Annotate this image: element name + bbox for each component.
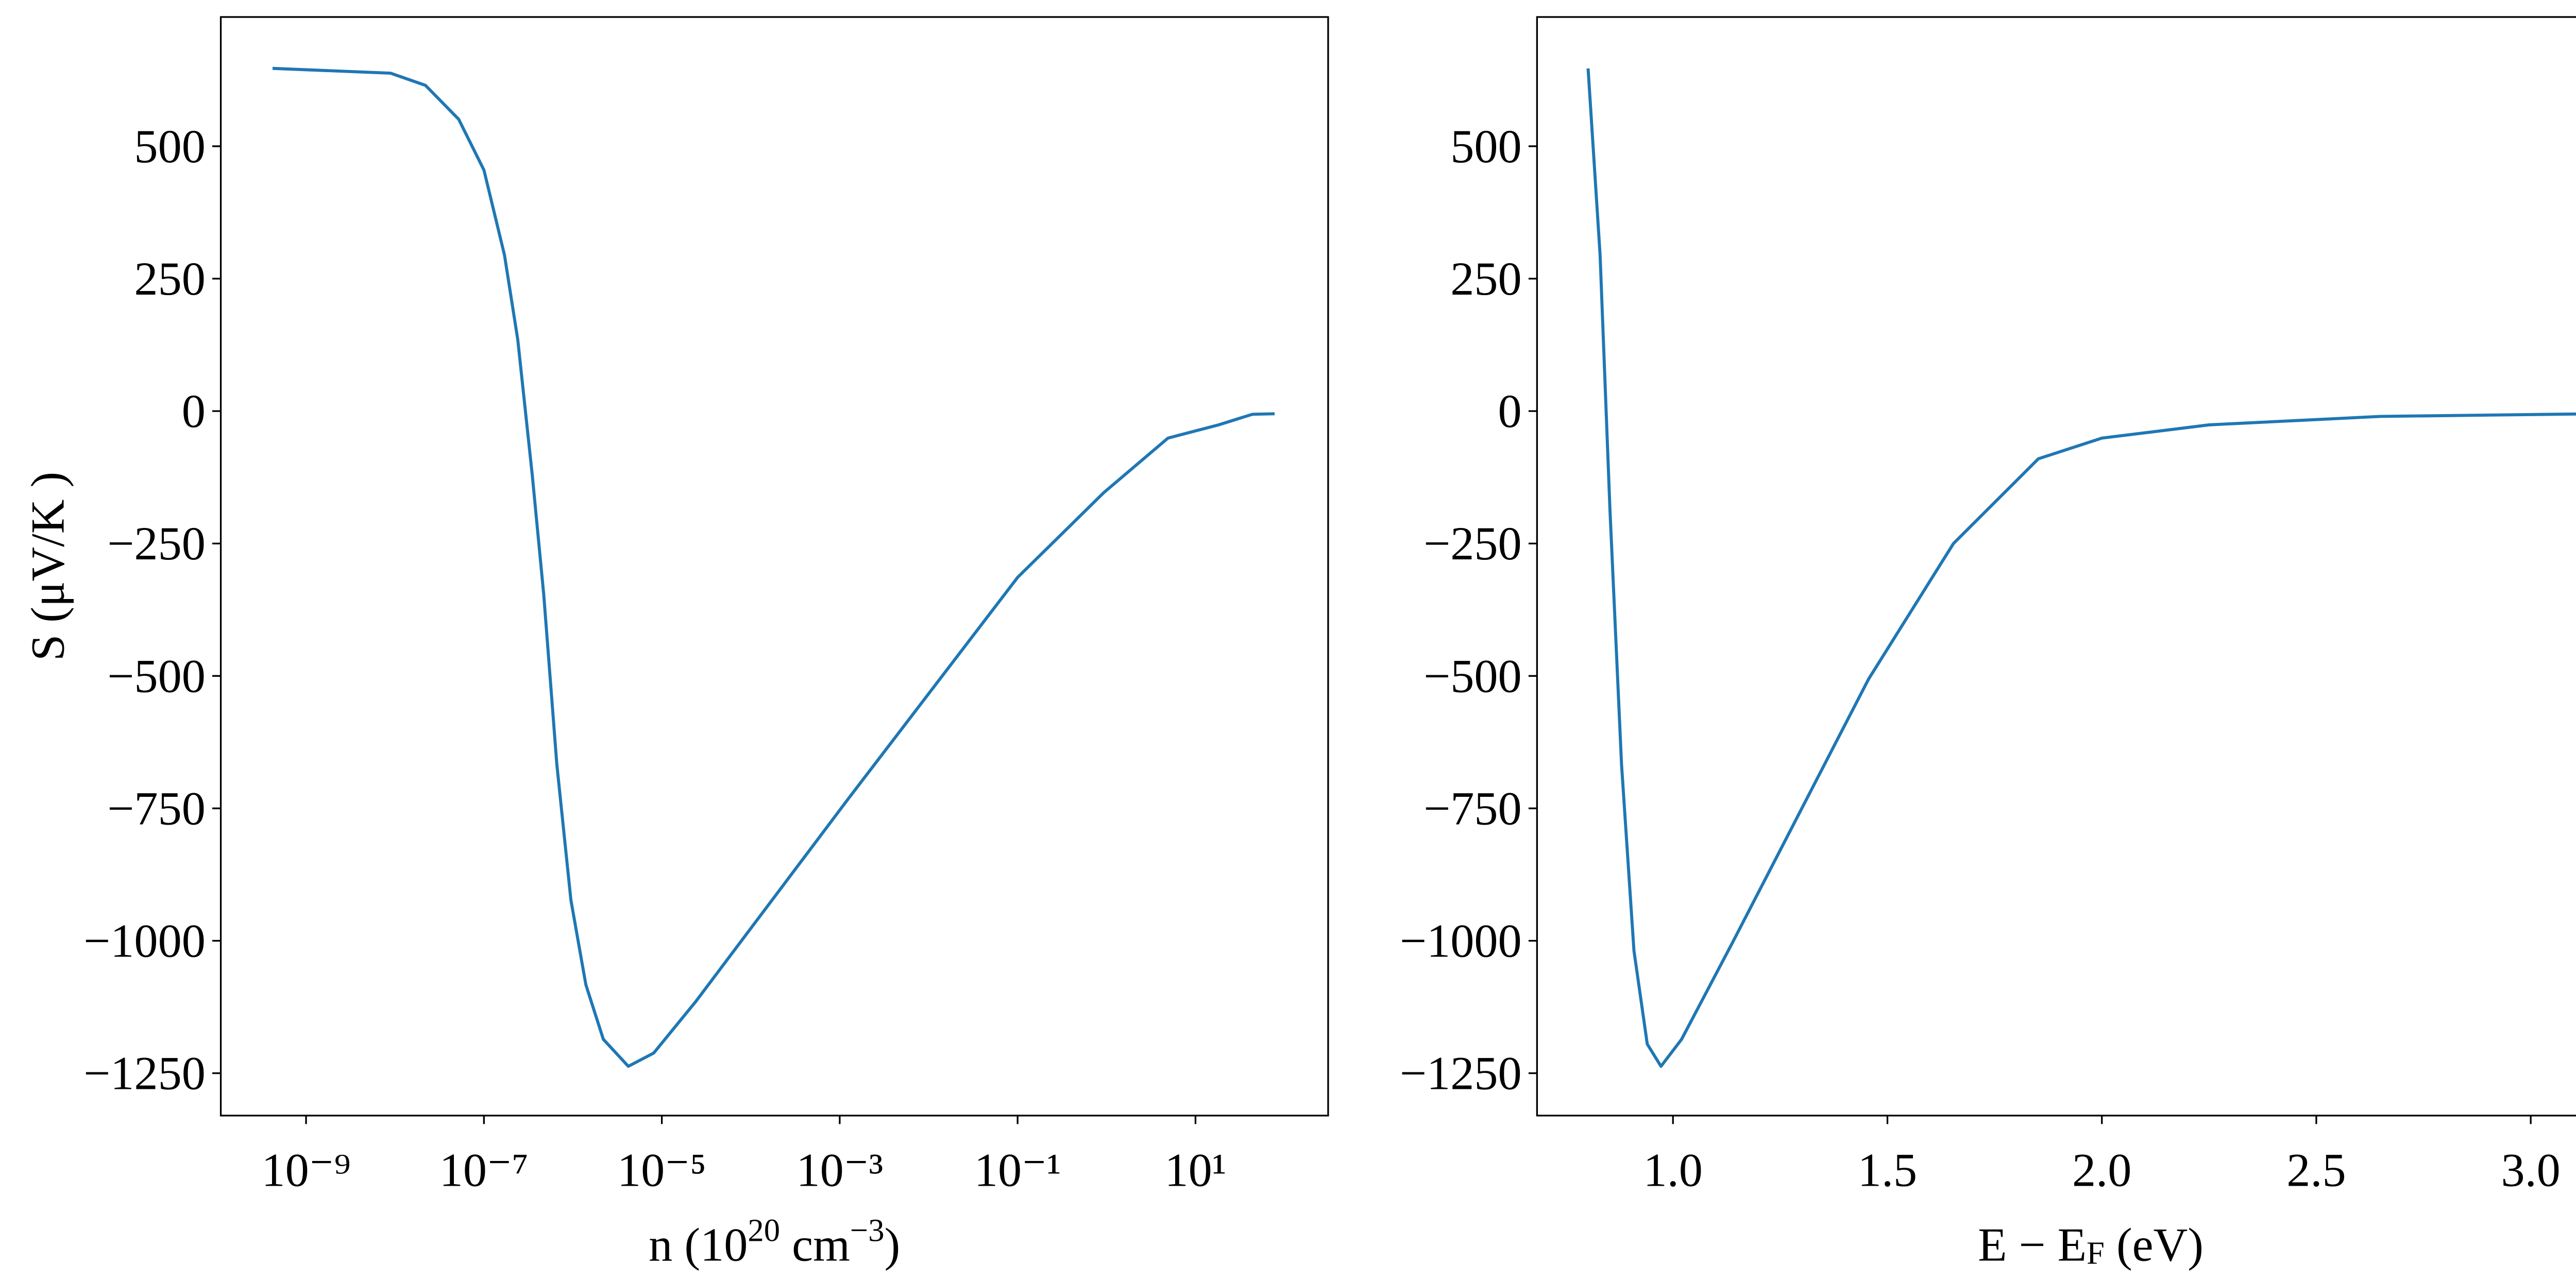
x-tick-label: 2.5 [2286, 1143, 2346, 1196]
y-tick-label: 250 [134, 252, 205, 305]
x-tick-label: 10⁻³ [796, 1143, 884, 1196]
x-axis-label: n (1020 cm−3) [649, 1212, 900, 1271]
axes-frame [1536, 16, 2576, 1117]
y-tick-label: −750 [107, 782, 206, 834]
x-tick-label: 10⁻⁷ [439, 1143, 529, 1196]
x-tick-label: 1.0 [1643, 1143, 1703, 1196]
x-axis-label-part: E − E [1978, 1218, 2087, 1271]
x-tick-label: 2.0 [2072, 1143, 2131, 1196]
x-axis-label-part: ) [885, 1218, 901, 1271]
y-tick-label: 0 [1498, 385, 1522, 437]
x-axis-label-part: 20 [748, 1212, 780, 1248]
y-tick-label: −1000 [1400, 915, 1522, 967]
x-tick-label: 10⁻⁵ [617, 1143, 706, 1196]
y-tick-label: 250 [1450, 252, 1521, 305]
y-tick-label: 500 [134, 120, 205, 173]
y-tick-label: −250 [1423, 517, 1522, 570]
y-tick-label: −250 [107, 517, 206, 570]
x-tick-label: 1.5 [1858, 1143, 1917, 1196]
y-tick-label: −500 [107, 649, 206, 702]
axes-frame [219, 16, 1329, 1117]
y-tick-label: −750 [1423, 782, 1522, 834]
y-tick-label: −1000 [83, 915, 206, 967]
y-tick-label: 0 [182, 385, 206, 437]
data-line [1586, 68, 2576, 1068]
x-tick-label: 10⁻⁹ [261, 1143, 350, 1196]
x-axis-label-part: −3 [850, 1212, 885, 1248]
y-tick-label: −1250 [83, 1047, 206, 1100]
data-line [272, 66, 1275, 1068]
y-tick-label: 500 [1450, 120, 1521, 173]
x-tick-label: 10⁻¹ [974, 1143, 1061, 1196]
y-tick-label: −1250 [1400, 1047, 1522, 1100]
x-tick-label: 3.0 [2501, 1143, 2560, 1196]
y-axis-label: S (μV/K ) [21, 472, 74, 661]
x-axis-label: E − EF (eV) [1978, 1218, 2204, 1271]
x-axis-label-part: n (10 [649, 1218, 748, 1271]
x-axis-label-part: (eV) [2105, 1218, 2204, 1271]
x-tick-label: 10¹ [1164, 1143, 1226, 1196]
x-axis-label-part: F [2087, 1235, 2105, 1271]
x-axis-label-part: cm [780, 1218, 850, 1271]
y-tick-label: −500 [1423, 649, 1522, 702]
